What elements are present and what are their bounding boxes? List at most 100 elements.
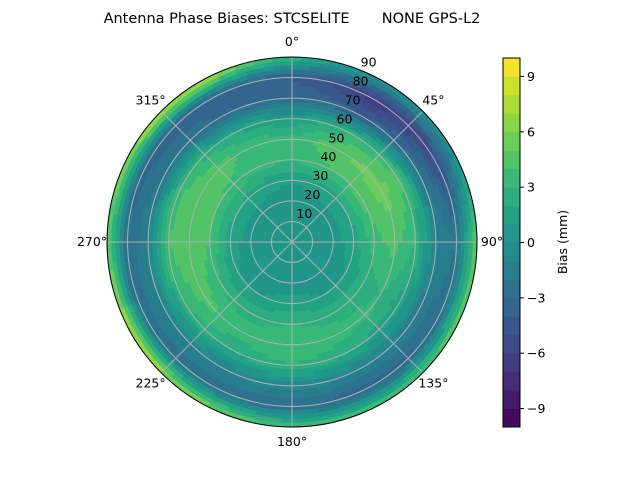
- contour-cell: [284, 110, 293, 116]
- contour-cell: [353, 238, 359, 243]
- contour-cell: [291, 110, 300, 116]
- contour-cell: [439, 233, 445, 243]
- contour-cell: [284, 97, 293, 103]
- contour-cell: [176, 235, 182, 243]
- contour-cell: [296, 147, 303, 153]
- contour-cell: [291, 410, 302, 415]
- contour-cell: [365, 241, 371, 247]
- contour-cell: [282, 327, 288, 333]
- contour-cell: [373, 237, 379, 243]
- contour-cell: [286, 336, 293, 341]
- contour-cell: [284, 373, 293, 378]
- contour-cell: [201, 241, 207, 248]
- contour-cell: [221, 238, 227, 243]
- contour-cell: [281, 147, 288, 153]
- contour-cell: [193, 241, 198, 248]
- contour-cell: [291, 159, 297, 165]
- contour-cell: [291, 356, 299, 362]
- contour-cell: [288, 175, 293, 181]
- contour-cell: [382, 241, 387, 248]
- contour-cell: [135, 241, 141, 251]
- contour-cell: [291, 336, 298, 341]
- contour-cell: [402, 235, 408, 243]
- contour-cell: [279, 352, 287, 358]
- contour-cell: [282, 151, 288, 157]
- contour-cell: [286, 134, 293, 140]
- contour-cell: [151, 241, 157, 250]
- contour-cell: [402, 247, 408, 255]
- contour-cell: [288, 303, 293, 309]
- contour-cell: [291, 155, 297, 161]
- contour-cell: [386, 241, 391, 248]
- contour-cell: [291, 167, 297, 173]
- contour-cell: [221, 245, 227, 250]
- contour-cell: [390, 236, 396, 243]
- contour-cell: [285, 118, 293, 124]
- contour-cell: [217, 241, 223, 247]
- contour-cell: [188, 236, 194, 243]
- contour-cell: [225, 238, 231, 243]
- contour-cell: [286, 327, 293, 333]
- contour-cell: [397, 247, 404, 254]
- contour-cell: [377, 241, 383, 248]
- contour-cell: [287, 155, 293, 161]
- contour-cell: [385, 231, 391, 238]
- contour-cell: [402, 241, 408, 249]
- contour-cell: [361, 237, 367, 243]
- contour-cell: [172, 235, 178, 243]
- contour-cell: [398, 235, 404, 243]
- contour-cell: [286, 340, 293, 346]
- contour-cell: [291, 332, 298, 337]
- contour-cell: [291, 393, 301, 399]
- contour-cell: [418, 241, 424, 250]
- contour-cell: [279, 126, 287, 132]
- contour-cell: [397, 230, 404, 237]
- contour-cell: [291, 327, 298, 333]
- contour-cell: [344, 235, 350, 240]
- contour-cell: [285, 122, 293, 128]
- contour-cell: [297, 126, 305, 132]
- contour-cell: [221, 241, 227, 246]
- contour-field: [106, 56, 478, 428]
- contour-cell: [288, 307, 293, 313]
- contour-cell: [285, 356, 293, 362]
- contour-cell: [287, 159, 293, 165]
- contour-cell: [197, 231, 203, 238]
- contour-cell: [284, 377, 293, 383]
- contour-cell: [291, 134, 298, 140]
- contour-cell: [180, 235, 186, 243]
- contour-cell: [297, 130, 304, 137]
- contour-cell: [295, 311, 301, 317]
- contour-cell: [410, 235, 416, 243]
- contour-cell: [286, 151, 293, 157]
- contour-cell: [285, 126, 293, 132]
- contour-cell: [285, 352, 293, 358]
- contour-cell: [287, 311, 293, 317]
- contour-cell: [284, 368, 293, 374]
- contour-cell: [283, 81, 293, 87]
- contour-cell: [291, 397, 301, 403]
- contour-cell: [385, 246, 391, 253]
- contour-cell: [135, 233, 141, 243]
- contour-cell: [291, 340, 298, 346]
- contour-cell: [291, 348, 299, 354]
- contour-cell: [287, 167, 293, 173]
- contour-cell: [427, 234, 433, 243]
- contour-cell: [291, 69, 302, 74]
- contour-cell: [291, 389, 301, 395]
- contour-cell: [285, 348, 293, 354]
- contour-cell: [180, 241, 186, 249]
- contour-cell: [197, 236, 202, 243]
- contour-cell: [213, 245, 219, 251]
- contour-cell: [291, 323, 297, 329]
- contour-cell: [286, 344, 293, 350]
- contour-cell: [280, 347, 287, 354]
- contour-cell: [377, 246, 383, 252]
- contour-cell: [284, 381, 293, 387]
- contour-cell: [147, 241, 153, 250]
- contour-cell: [386, 236, 391, 243]
- contour-cell: [291, 122, 299, 128]
- contour-cell: [284, 171, 289, 177]
- contour-cell: [287, 319, 293, 325]
